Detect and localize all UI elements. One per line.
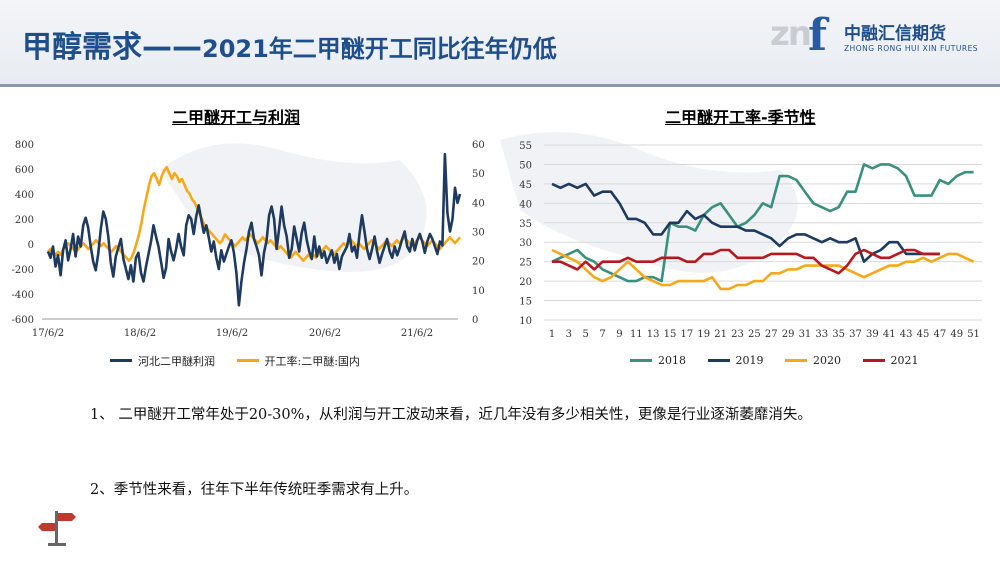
y-tick-label: 30 [519, 238, 532, 249]
legend-label-profit: 河北二甲醚利润 [138, 354, 215, 368]
y-tick-label: 15 [519, 297, 532, 308]
x-tick-label: 21 [714, 329, 727, 340]
legend-swatch-2021 [862, 359, 885, 362]
series-line-2019 [551, 182, 940, 263]
right-y-tick-label: 0 [472, 315, 478, 326]
right-y-tick-label: 40 [472, 198, 485, 209]
left-chart-title: 二甲醚开工与利润 [172, 108, 301, 127]
x-tick-label: 20/6/2 [309, 328, 341, 339]
x-tick-label: 35 [832, 329, 845, 340]
legend-label-2019: 2019 [735, 354, 764, 367]
y-tick-label: 25 [519, 258, 532, 269]
title-main: 甲醇需求—— [22, 30, 202, 65]
x-tick-label: 11 [630, 329, 643, 340]
legend-swatch-rate [236, 359, 259, 362]
x-tick-label: 19 [697, 329, 710, 340]
legend-label-2018: 2018 [658, 354, 686, 367]
x-tick-label: 5 [583, 329, 589, 340]
x-tick-label: 33 [815, 329, 828, 340]
logo-mark: zn [770, 14, 812, 54]
left-y-tick-label: 600 [15, 165, 34, 176]
legend-swatch-2018 [630, 359, 652, 362]
header-band [0, 0, 1000, 86]
x-tick-label: 27 [765, 329, 778, 340]
legend-label-2021: 2021 [890, 354, 919, 367]
y-tick-label: 55 [519, 141, 532, 152]
x-tick-label: 43 [900, 329, 913, 340]
x-tick-label: 17/6/2 [32, 328, 64, 339]
right-y-tick-label: 60 [472, 140, 485, 151]
x-tick-label: 23 [731, 329, 744, 340]
right-chart-title: 二甲醚开工率-季节性 [665, 108, 816, 127]
x-tick-label: 7 [599, 329, 605, 340]
left-chart: 800 600 400 200 0 -200 -400 -600 60 50 40 30 20 10 0 17… [12, 140, 485, 339]
y-tick-label: 20 [519, 277, 532, 288]
legend-swatch-2020 [785, 359, 807, 362]
legend-swatch-2019 [707, 359, 730, 362]
y-tick-label: 50 [519, 160, 532, 171]
title-sub: 2021年二甲醚开工同比往年仍低 [202, 35, 557, 63]
x-tick-label: 15 [664, 329, 677, 340]
x-tick-label: 19/6/2 [216, 328, 248, 339]
legend-item-2018: 2018 [630, 354, 686, 367]
x-tick-label: 45 [917, 329, 930, 340]
x-tick-label: 31 [799, 329, 812, 340]
x-tick-label: 3 [566, 329, 572, 340]
right-chart-legend: 2018 2019 2020 2021 [630, 352, 937, 367]
right-y-tick-label: 10 [472, 286, 485, 297]
x-tick-label: 37 [849, 329, 862, 340]
logo-company-name: 中融汇信期货 [844, 24, 946, 44]
legend-item-2020: 2020 [785, 354, 841, 367]
legend-item-2019: 2019 [707, 354, 764, 367]
left-y-tick-label: -600 [12, 315, 34, 326]
x-tick-label: 13 [647, 329, 660, 340]
y-tick-label: 10 [519, 316, 532, 327]
legend-item-profit: 河北二甲醚利润 [110, 353, 215, 369]
company-logo: zn f 中融汇信期货 ZHONG RONG HUI XIN FUTURES [770, 10, 985, 64]
x-tick-label: 51 [967, 329, 980, 340]
series-line-profit [46, 152, 462, 307]
x-tick-label: 18/6/2 [124, 328, 156, 339]
x-tick-label: 9 [616, 329, 622, 340]
signpost-icon [38, 511, 76, 546]
x-tick-label: 29 [782, 329, 795, 340]
x-tick-label: 41 [883, 329, 896, 340]
right-y-tick-label: 20 [472, 257, 485, 268]
y-tick-label: 45 [519, 180, 532, 191]
left-y-tick-label: 800 [15, 140, 34, 151]
legend-label-rate: 开工率:二甲醚:国内 [264, 354, 360, 368]
note-2: 2、季节性来看，往年下半年传统旺季需求有上升。 [90, 482, 419, 498]
left-y-tick-label: 0 [28, 240, 34, 251]
x-tick-label: 39 [866, 329, 879, 340]
page-title: 甲醇需求——2021年二甲醚开工同比往年仍低 [22, 22, 557, 66]
y-tick-label: 40 [519, 199, 532, 210]
right-y-tick-label: 30 [472, 228, 485, 239]
series-line-2018 [551, 163, 974, 283]
x-tick-label: 47 [933, 329, 946, 340]
logo-company-name-en: ZHONG RONG HUI XIN FUTURES [844, 44, 979, 53]
note-1: 1、 二甲醚开工常年处于20-30%，从利润与开工波动来看，近几年没有多少相关性… [90, 407, 812, 423]
legend-label-2020: 2020 [813, 354, 841, 367]
legend-swatch-profit [110, 359, 132, 362]
x-tick-label: 21/6/2 [401, 328, 433, 339]
left-y-tick-label: 400 [15, 190, 34, 201]
left-chart-legend: 河北二甲醚利润 开工率:二甲醚:国内 [110, 352, 378, 369]
series-line-2020 [551, 248, 975, 291]
left-y-tick-label: -400 [12, 290, 34, 301]
x-tick-label: 49 [950, 329, 963, 340]
header-rule [0, 84, 1000, 87]
x-tick-label: 17 [681, 329, 694, 340]
left-y-tick-label: 200 [15, 215, 34, 226]
x-tick-label: 1 [549, 329, 555, 340]
legend-item-rate: 开工率:二甲醚:国内 [236, 353, 360, 369]
right-y-tick-label: 50 [472, 169, 485, 180]
logo-f: f [808, 10, 827, 61]
legend-item-2021: 2021 [862, 354, 919, 367]
x-tick-label: 25 [748, 329, 761, 340]
y-tick-label: 35 [519, 219, 532, 230]
left-y-tick-label: -200 [12, 265, 34, 276]
series-line-2021 [552, 248, 940, 275]
